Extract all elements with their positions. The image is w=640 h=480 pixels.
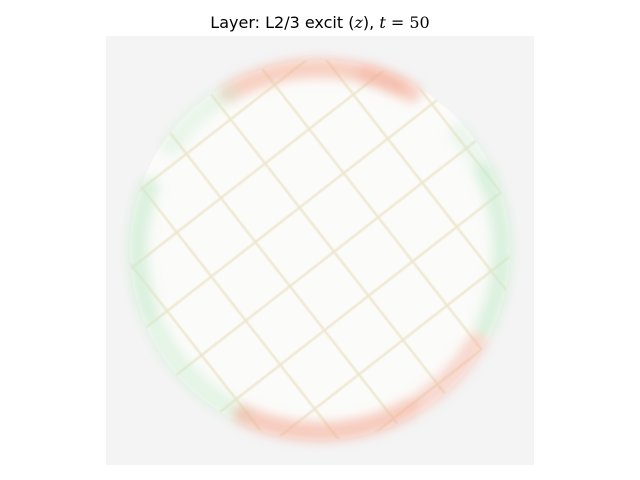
ring-segment-red [357, 64, 407, 96]
ring-segment-green [160, 82, 239, 156]
lattice-line [130, 94, 394, 440]
lattice-line [130, 60, 510, 368]
chart-title: Layer: L2/3 excit (z), t = 50 [0, 13, 640, 33]
lattice-line [130, 60, 476, 324]
lattice-line [130, 60, 438, 440]
title-variable: z [354, 13, 363, 32]
ring-segment-green [449, 123, 495, 184]
ring-activity [128, 58, 512, 442]
title-prefix: Layer: L2/3 excit ( [210, 13, 355, 32]
heatmap-disc-interior [130, 60, 510, 440]
lattice-line [142, 148, 510, 440]
ring-segment-red [414, 331, 488, 410]
ring-segment-green [474, 163, 512, 337]
title-time-variable: t [379, 13, 386, 32]
title-mid: ), [362, 13, 380, 32]
ring-segment-red [233, 397, 421, 442]
ring-segment-green [128, 177, 159, 323]
title-equals: = [385, 13, 410, 32]
lattice-line [218, 60, 510, 428]
title-time-value: 50 [409, 13, 430, 32]
ring-segment-green [145, 316, 254, 425]
